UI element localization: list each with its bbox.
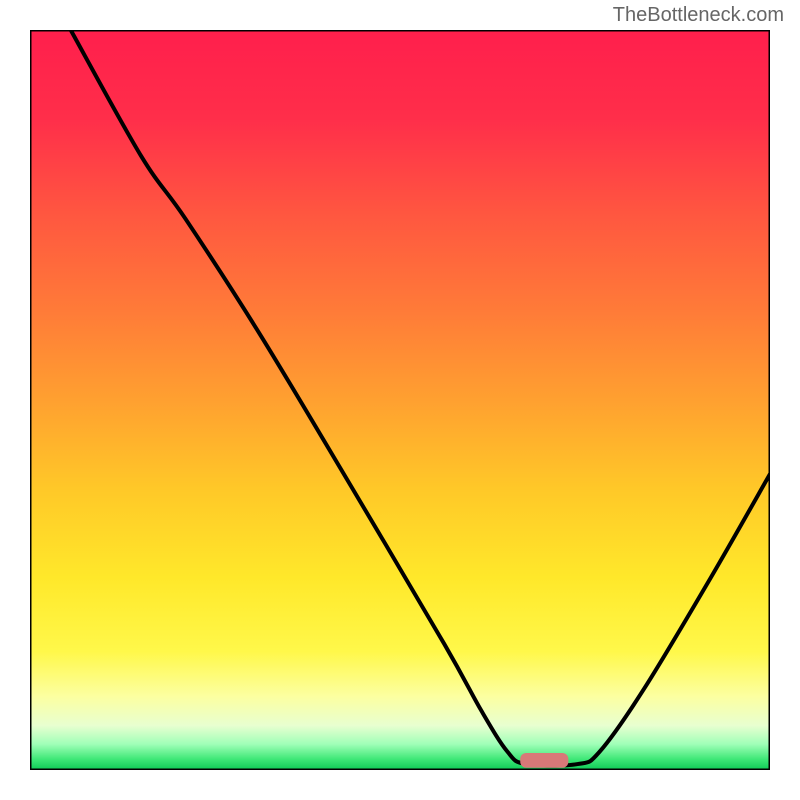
plot-background [30,30,770,770]
watermark-text: TheBottleneck.com [613,4,784,27]
optimal-marker [520,753,568,768]
chart-svg [30,30,770,770]
bottleneck-chart [30,30,770,770]
